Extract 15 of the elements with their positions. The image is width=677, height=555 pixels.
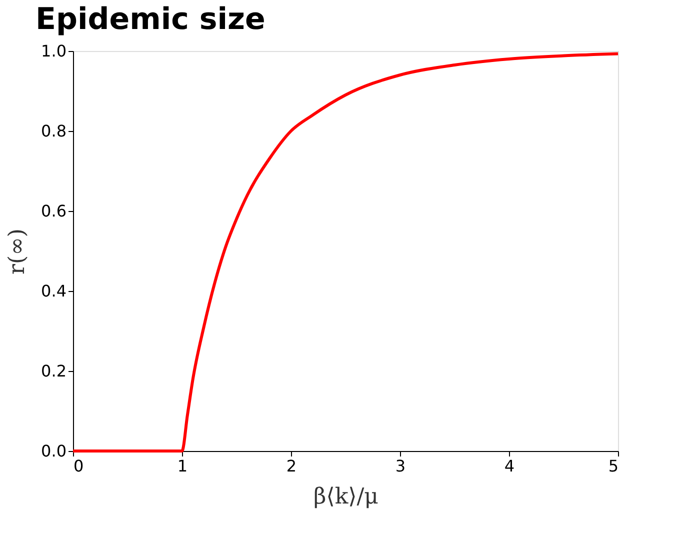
y-tick-label: 0.4	[41, 282, 66, 300]
x-tick-label: 1	[177, 456, 188, 476]
x-tick-label: 0	[74, 456, 84, 476]
x-tick-label: 4	[504, 456, 515, 476]
y-tick-label: 0.8	[41, 122, 66, 140]
y-tick-label: 0.0	[41, 442, 66, 460]
chart-title: Epidemic size	[36, 2, 266, 37]
x-tick-label: 2	[286, 456, 297, 476]
y-axis-title: r(∞)	[5, 228, 30, 275]
y-tick-label: 0.6	[41, 202, 66, 220]
x-axis-title: β⟨k⟩/μ	[314, 484, 378, 510]
y-tick-label: 0.2	[41, 362, 66, 380]
y-tick-label: 1.0	[41, 42, 66, 60]
x-tick-label: 3	[395, 456, 406, 476]
x-tick-label: 5	[608, 456, 618, 476]
